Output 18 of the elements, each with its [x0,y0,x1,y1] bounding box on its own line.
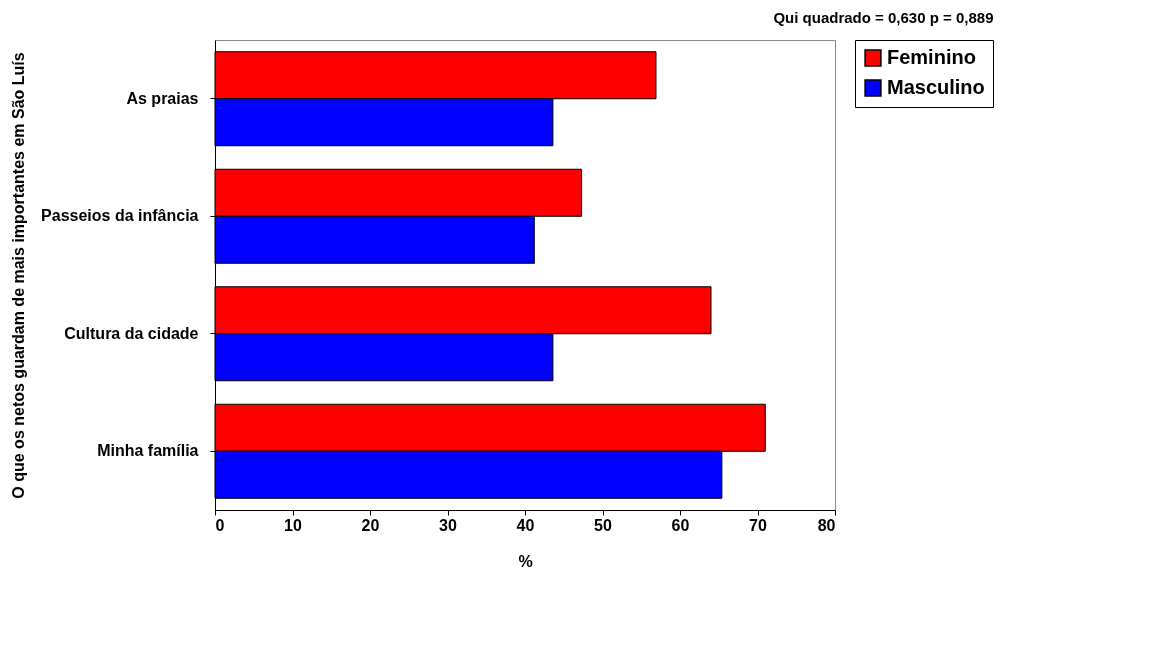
x-tick-label: 40 [516,516,535,534]
legend-label: Masculino [887,76,985,98]
y-tick-label: As praias [126,89,199,107]
x-tick-label: 70 [749,516,767,534]
x-tick-label: 30 [439,516,457,534]
y-axis-title: O que os netos guardam de mais importantes em São Luís [10,52,28,499]
y-tick-label: Minha família [97,442,199,460]
x-tick-label: 80 [817,516,836,534]
x-tick-label: 60 [671,516,690,534]
y-tick-label: Passeios da infância [41,207,199,225]
y-tick-label: Cultura da cidade [64,324,199,342]
text: Qui quadrado = 0,630 p = 0,889 [773,8,994,26]
x-tick-label: 20 [361,516,380,534]
x-axis-title: % [518,552,533,570]
x-tick-label: 50 [594,516,612,534]
legend-label: Feminino [887,46,976,68]
x-tick-label: 0 [215,516,225,534]
x-tick-label: 10 [284,516,302,534]
